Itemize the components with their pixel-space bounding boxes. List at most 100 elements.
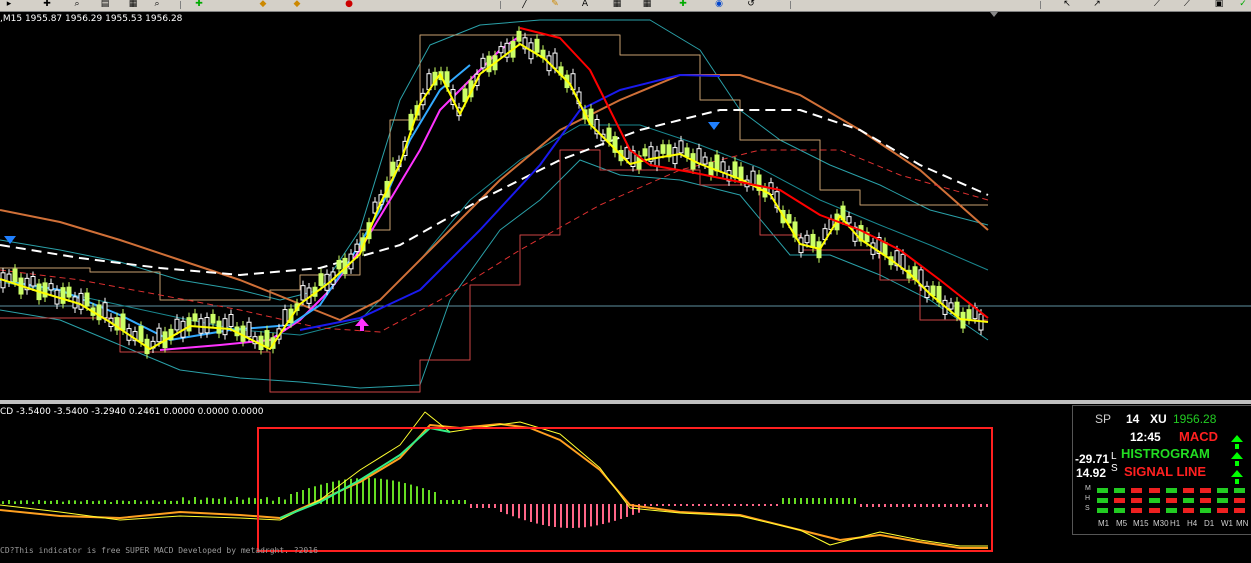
main-chart-header: ,M15 1955.87 1956.29 1955.53 1956.28 bbox=[0, 14, 183, 24]
candle-body bbox=[486, 55, 492, 73]
histogram-bar bbox=[434, 491, 436, 504]
candle-body bbox=[102, 302, 108, 319]
cursor-tool-button[interactable]: ▸ bbox=[6, 0, 12, 9]
shape-button[interactable]: ◆ bbox=[293, 0, 301, 9]
histogram-bar bbox=[692, 504, 694, 506]
histogram-bar bbox=[92, 501, 94, 504]
row-label-h: H bbox=[1085, 495, 1091, 502]
clock-button[interactable]: ◉ bbox=[715, 0, 723, 9]
histogram-bar bbox=[428, 490, 430, 504]
chart-shift-button[interactable]: ⟋ bbox=[1153, 0, 1161, 9]
histogram-bar bbox=[422, 488, 424, 504]
candle-body bbox=[810, 233, 816, 249]
histogram-bar bbox=[86, 500, 88, 504]
histogram-bar bbox=[650, 504, 652, 506]
histogram-bar bbox=[866, 504, 868, 507]
histogram-bar bbox=[176, 500, 178, 504]
histogram-bar bbox=[128, 501, 130, 504]
check-button[interactable]: ✓ bbox=[1239, 0, 1247, 9]
histogram-bar bbox=[512, 504, 514, 517]
candle-body bbox=[666, 144, 672, 158]
refresh-button[interactable]: ↺ bbox=[747, 0, 755, 9]
histogram-bar bbox=[950, 504, 952, 507]
zoom-button[interactable]: ⌕ bbox=[74, 0, 80, 9]
timeframe-status-cell bbox=[1217, 488, 1228, 493]
stop-button[interactable]: ● bbox=[345, 0, 353, 9]
price-chart[interactable] bbox=[0, 12, 1251, 400]
histogram-bar bbox=[68, 500, 70, 504]
histogram-bar bbox=[308, 488, 310, 504]
left-arrow-button[interactable]: ↖ bbox=[1063, 0, 1071, 9]
timeframe-status-cell bbox=[1097, 508, 1108, 513]
histogram-bar bbox=[476, 504, 478, 508]
light-blue-ma-line bbox=[0, 64, 471, 341]
add-button[interactable]: ✚ bbox=[195, 0, 203, 9]
candle-body bbox=[804, 234, 810, 244]
lower-band-line bbox=[0, 159, 989, 389]
slow-white-ma-line bbox=[0, 109, 989, 276]
histogram-bar bbox=[416, 486, 418, 504]
histogram-bar bbox=[110, 501, 112, 504]
histogram-bar bbox=[848, 498, 850, 504]
macd-chart[interactable] bbox=[0, 404, 1251, 559]
histogram-bar bbox=[860, 504, 862, 507]
candle-body bbox=[300, 285, 306, 301]
candle-body bbox=[696, 148, 702, 164]
histogram-bar bbox=[944, 504, 946, 507]
histogram-bar bbox=[446, 500, 448, 504]
candle-body bbox=[948, 302, 954, 310]
timeframe-status-cell bbox=[1166, 508, 1177, 513]
histogram-bar bbox=[230, 500, 232, 504]
histogram-label: HISTROGRAM bbox=[1121, 446, 1210, 461]
histogram-bar bbox=[698, 504, 700, 506]
folder-button[interactable]: ▤ bbox=[100, 0, 110, 9]
histogram-bar bbox=[818, 498, 820, 504]
diamond-button[interactable]: ◆ bbox=[259, 0, 267, 9]
red-dashed-ma-line bbox=[0, 149, 989, 333]
new-chart-button[interactable]: ▦ bbox=[128, 0, 138, 9]
histogram-bar bbox=[542, 504, 544, 525]
candle-body bbox=[786, 214, 792, 224]
right-arrow-button[interactable]: ↗ bbox=[1093, 0, 1101, 9]
histogram-bar bbox=[896, 504, 898, 507]
up-arrow-icon bbox=[355, 318, 369, 326]
candle-body bbox=[894, 250, 900, 267]
histogram-bar bbox=[158, 501, 160, 504]
search-button[interactable]: ⌕ bbox=[154, 0, 160, 9]
pane-divider[interactable] bbox=[0, 400, 1251, 404]
pencil-button[interactable]: ✎ bbox=[551, 0, 559, 9]
histogram-bar bbox=[122, 500, 124, 504]
histogram-bar bbox=[920, 504, 922, 507]
candle-body bbox=[552, 52, 558, 69]
settings-button[interactable]: ▣ bbox=[1214, 0, 1224, 9]
highlight-box bbox=[257, 427, 993, 552]
text-button[interactable]: A bbox=[581, 0, 589, 9]
price-value: 1956.28 bbox=[1173, 412, 1217, 426]
histogram-bar bbox=[20, 500, 22, 504]
main-chart-pane[interactable] bbox=[0, 12, 1251, 400]
new-order-button[interactable]: ✚ bbox=[679, 0, 687, 9]
candle-body bbox=[954, 301, 960, 317]
candle-body bbox=[594, 119, 600, 135]
candle-body bbox=[606, 127, 612, 143]
histogram-bar bbox=[590, 504, 592, 527]
candle-body bbox=[642, 148, 648, 157]
candle-body bbox=[156, 327, 162, 343]
histogram-bar bbox=[602, 504, 604, 525]
histogram-bar bbox=[8, 500, 10, 504]
period-button[interactable]: ▦ bbox=[642, 0, 652, 9]
candle-body bbox=[756, 174, 762, 191]
histogram-bar bbox=[218, 498, 220, 504]
macd-pane[interactable] bbox=[0, 404, 1251, 559]
line-tool-button[interactable]: ╱ bbox=[522, 0, 528, 9]
histogram-bar bbox=[596, 504, 598, 526]
histogram-bar bbox=[482, 504, 484, 508]
timeframe-status-cell bbox=[1131, 508, 1142, 513]
chart-shift-marker bbox=[990, 12, 998, 17]
grid-button[interactable]: ▦ bbox=[612, 0, 622, 9]
crosshair-button[interactable]: ✚ bbox=[43, 0, 51, 9]
candle-body bbox=[480, 57, 486, 69]
timeframe-status-cell bbox=[1097, 488, 1108, 493]
autoscroll-button[interactable]: ⟋ bbox=[1183, 0, 1191, 9]
histogram-bar bbox=[14, 501, 16, 504]
